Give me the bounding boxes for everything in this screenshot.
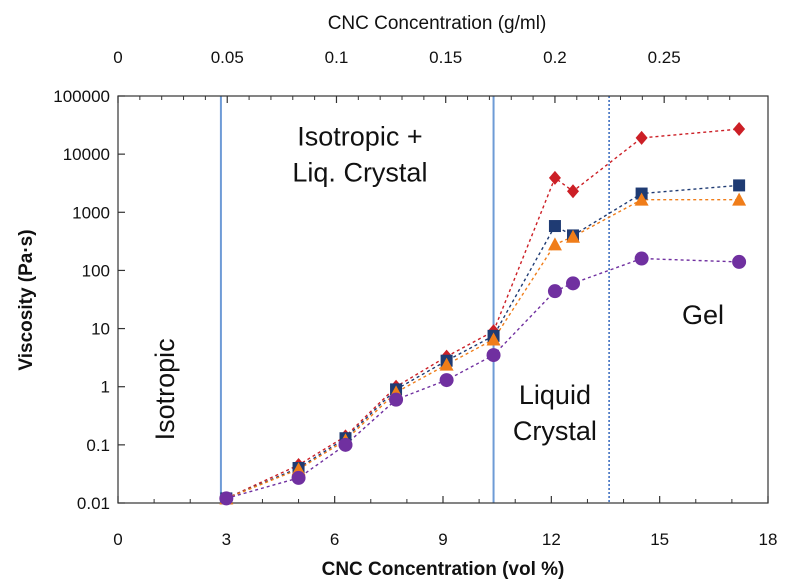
data-point-triangle <box>547 237 562 251</box>
y-tick-label: 0.01 <box>77 494 110 513</box>
x-tick-label: 15 <box>650 530 669 549</box>
y-tick-label: 10 <box>91 320 110 339</box>
data-point-circle <box>547 284 562 299</box>
x-axis-title: CNC Concentration (vol %) <box>322 559 565 580</box>
data-point-triangle <box>634 192 649 206</box>
data-point-square <box>733 179 746 192</box>
data-point-circle <box>566 276 580 291</box>
x-tick-label: 6 <box>330 530 339 549</box>
y-tick-label: 100000 <box>53 87 110 106</box>
data-point-circle <box>634 251 649 266</box>
data-point-square <box>548 220 561 233</box>
data-point-circle <box>338 437 353 452</box>
y-tick-label: 100 <box>82 261 110 280</box>
series-lines <box>226 128 740 500</box>
series-line-triangle <box>226 198 740 500</box>
x-tick-label: 18 <box>759 530 778 549</box>
top-tick-label: 0 <box>113 48 122 67</box>
data-point-circle <box>291 470 306 485</box>
data-point-circle <box>486 348 501 363</box>
series-line-square <box>226 184 740 500</box>
chart-text: Isotropic Isotropic + Liq. Crystal Liquid Cr… <box>150 122 724 447</box>
y-tick-label: 0.1 <box>86 436 110 455</box>
plot-frame <box>117 95 769 504</box>
data-point-circle <box>219 491 234 506</box>
top-tick-label: 0.15 <box>429 48 462 67</box>
y-tick-label: 1 <box>101 378 110 397</box>
series-line-circle <box>226 257 740 500</box>
data-point-diamond <box>567 184 579 199</box>
data-point-diamond <box>635 130 648 145</box>
data-point-triangle <box>486 332 501 346</box>
top-tick-label: 0.05 <box>211 48 244 67</box>
region-label: Isotropic + <box>297 122 422 152</box>
data-point-diamond <box>548 170 561 185</box>
data-point-triangle <box>566 229 580 243</box>
x-tick-label: 3 <box>222 530 231 549</box>
top-tick-label: 0.25 <box>648 48 681 67</box>
region-label: Crystal <box>513 416 597 446</box>
region-label: Liquid <box>519 380 591 410</box>
axes: 0 3 6 9 12 15 18 0 0.05 0.1 0.15 0.2 0.25 0.01 0.1 1 10 1… <box>53 48 777 549</box>
x-tick-label: 12 <box>542 530 561 549</box>
top-tick-label: 0.2 <box>543 48 567 67</box>
y-axis-title: Viscosity (Pa·s) <box>16 229 37 370</box>
y-tick-label: 10000 <box>63 145 110 164</box>
data-point-circle <box>439 373 454 388</box>
data-point-circle <box>389 392 404 407</box>
region-label: Gel <box>682 300 724 330</box>
top-axis-title: CNC Concentration (g/ml) <box>328 13 547 34</box>
data-point-diamond <box>733 122 746 137</box>
data-point-circle <box>732 254 747 269</box>
phase-boundaries <box>219 96 610 503</box>
y-tick-label: 1000 <box>72 203 110 222</box>
series-line-diamond <box>226 128 740 500</box>
region-label: Liq. Crystal <box>292 158 427 188</box>
x-tick-label: 0 <box>113 530 122 549</box>
region-label: Isotropic <box>150 338 180 440</box>
series-markers <box>219 122 747 506</box>
data-point-triangle <box>732 192 747 206</box>
top-tick-label: 0.1 <box>325 48 349 67</box>
x-tick-label: 9 <box>438 530 447 549</box>
data-point-triangle <box>439 357 454 371</box>
